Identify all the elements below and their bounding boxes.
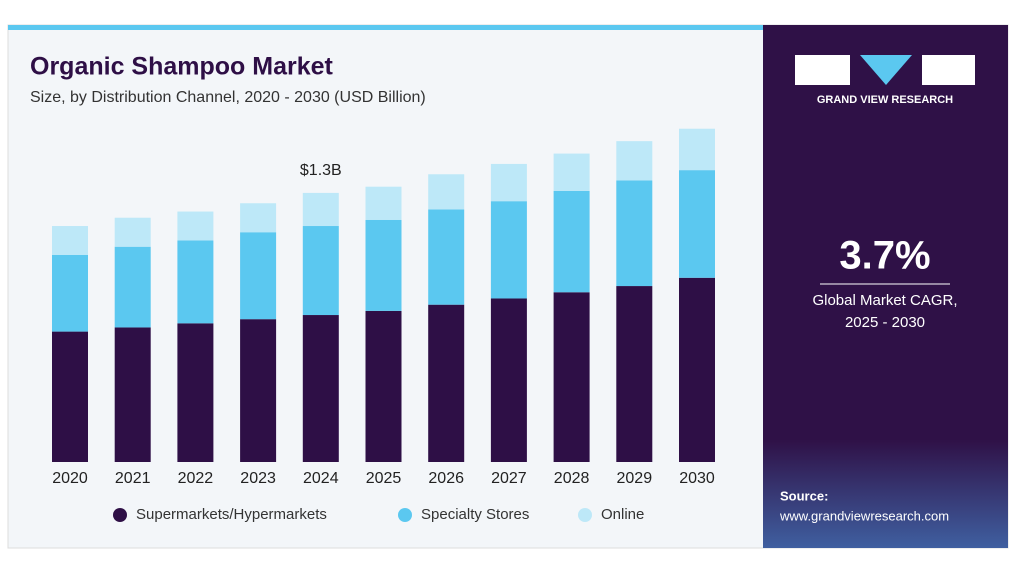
x-tick-label: 2030: [679, 470, 715, 487]
legend-label: Specialty Stores: [421, 506, 529, 523]
bar-segment: [616, 286, 653, 462]
bar-segment: [52, 226, 88, 255]
bar-segment: [490, 201, 527, 299]
x-tick-label: 2026: [428, 470, 464, 487]
bar-segment: [177, 240, 214, 324]
x-tick-label: 2020: [52, 470, 88, 487]
bar-segment: [490, 298, 527, 462]
bar-segment: [553, 292, 590, 462]
x-tick-label: 2021: [115, 470, 151, 487]
bar-segment: [616, 141, 653, 181]
bar-segment: [428, 174, 465, 210]
legend-marker: [578, 508, 592, 522]
bar-segment: [365, 186, 402, 220]
source-url: www.grandviewresearch.com: [779, 508, 949, 523]
x-tick-label: 2025: [366, 470, 402, 487]
brand: GRAND VIEW RESEARCH: [817, 94, 953, 106]
bar-segment: [52, 331, 88, 462]
legend-label: Online: [601, 506, 644, 523]
bar-segment: [177, 323, 214, 462]
bar-segment: [114, 327, 151, 462]
bar-segment: [240, 232, 277, 320]
legend-marker: [398, 508, 412, 522]
bar-segment: [679, 128, 715, 171]
source-label: Source:: [780, 488, 828, 503]
bar-segment: [553, 190, 590, 293]
bar-segment: [365, 219, 402, 311]
bar-segment: [177, 211, 214, 241]
bar-segment: [240, 203, 277, 233]
bar-segment: [490, 163, 527, 202]
bar-segment: [240, 319, 277, 462]
annotation: $1.3B: [300, 162, 342, 179]
chart-subtitle: Size, by Distribution Channel, 2020 - 20…: [30, 89, 426, 106]
x-tick-label: 2028: [554, 470, 590, 487]
bar-segment: [365, 310, 402, 462]
bar-segment: [679, 170, 715, 278]
sidebar-fade: [763, 440, 1008, 548]
cagr-caption: 2025 - 2030: [845, 314, 925, 331]
x-tick-label: 2024: [303, 470, 339, 487]
cagr-caption: Global Market CAGR,: [812, 292, 957, 309]
x-tick-label: 2022: [178, 470, 214, 487]
bar-segment: [428, 209, 465, 305]
top-stripe: [8, 25, 763, 30]
bar-segment: [52, 255, 88, 332]
x-tick-label: 2027: [491, 470, 527, 487]
bar-segment: [302, 192, 339, 227]
logo: [795, 55, 975, 85]
bar-segment: [302, 226, 339, 316]
bar-segment: [553, 153, 590, 191]
legend-marker: [113, 508, 127, 522]
bar-segment: [114, 217, 151, 247]
legend-label: Supermarkets/Hypermarkets: [136, 506, 327, 523]
cagr-value: 3.7%: [839, 234, 930, 278]
x-tick-label: 2029: [617, 470, 653, 487]
bar-segment: [428, 304, 465, 462]
bar-segment: [114, 246, 151, 328]
x-tick-label: 2023: [240, 470, 276, 487]
bar-segment: [616, 180, 653, 287]
bar-segment: [302, 315, 339, 462]
bar-segment: [679, 277, 715, 462]
chart-title: Organic Shampoo Market: [30, 53, 334, 81]
